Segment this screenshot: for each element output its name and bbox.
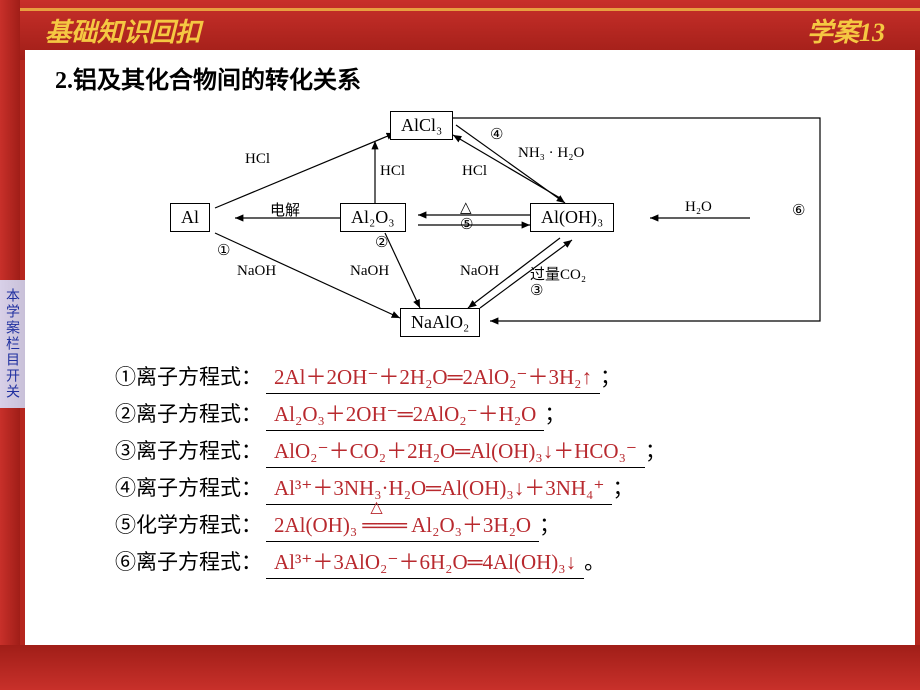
node-naalo2: NaAlO₂ [400, 308, 480, 337]
equation-end: ； [645, 435, 666, 465]
equation-row: ⑥离子方程式：Al³⁺＋3AlO₂⁻＋6H₂O═4Al(OH)₃↓。 [115, 546, 885, 579]
frame-bottom [0, 645, 920, 690]
equation-end: ； [544, 398, 565, 428]
label-hcl-2: HCl [380, 163, 405, 180]
equation-value: Al³⁺＋3NH₃·H₂O═Al(OH)₃↓＋3NH₄⁺ [266, 472, 612, 505]
equation-label: ②离子方程式： [115, 398, 262, 428]
equation-value: Al₂O₃＋2OH⁻═2AlO₂⁻＋H₂O [266, 398, 544, 431]
equation-end: ； [612, 472, 633, 502]
equation-row: ③离子方程式：AlO₂⁻＋CO₂＋2H₂O═Al(OH)₃↓＋HCO₃⁻； [115, 435, 885, 468]
equation-end: ； [600, 361, 621, 391]
label-naoh-1: NaOH [237, 263, 276, 280]
node-aloh3: Al(OH)₃ [530, 203, 614, 232]
node-al: Al [170, 203, 210, 232]
equation-label: ③离子方程式： [115, 435, 262, 465]
node-alcl3: AlCl₃ [390, 111, 453, 140]
conversion-diagram: Al AlCl₃ Al₂O₃ Al(OH)₃ NaAlO₂ HCl HCl HC… [110, 103, 830, 353]
equation-row: ①离子方程式：2Al＋2OH⁻＋2H₂O═2AlO₂⁻＋3H₂↑； [115, 361, 885, 394]
label-n5: ⑤ [460, 215, 473, 234]
label-hcl-1: HCl [245, 151, 270, 168]
label-naoh-2: NaOH [350, 263, 389, 280]
equation-end: 。 [584, 546, 605, 576]
side-tab-toggle[interactable]: 本学案栏目开关 [0, 280, 25, 408]
header-right: 学案13 [807, 12, 885, 49]
header-left: 基础知识回扣 [45, 12, 201, 49]
equation-end: ； [539, 509, 560, 539]
label-naoh-3: NaOH [460, 263, 499, 280]
equation-row: ②离子方程式：Al₂O₃＋2OH⁻═2AlO₂⁻＋H₂O； [115, 398, 885, 431]
label-hcl-3: HCl [462, 163, 487, 180]
equation-row: ⑤化学方程式：2Al(OH)₃ ═══△ Al₂O₃＋3H₂O； [115, 509, 885, 542]
content-area: 2.铝及其化合物间的转化关系 [25, 50, 915, 645]
equation-label: ⑥离子方程式： [115, 546, 262, 576]
label-n6: ⑥ [792, 201, 805, 220]
equation-value: 2Al(OH)₃ ═══△ Al₂O₃＋3H₂O [266, 509, 539, 542]
section-title: 2.铝及其化合物间的转化关系 [55, 60, 885, 95]
equation-label: ④离子方程式： [115, 472, 262, 502]
equation-value: 2Al＋2OH⁻＋2H₂O═2AlO₂⁻＋3H₂↑ [266, 361, 600, 394]
label-nh3h2o: NH₃ · H₂O [518, 145, 584, 162]
node-al2o3: Al₂O₃ [340, 203, 406, 232]
label-n4: ④ [490, 125, 503, 144]
label-n3: ③ [530, 281, 543, 300]
label-dianjie: 电解 [270, 199, 300, 220]
equation-value: AlO₂⁻＋CO₂＋2H₂O═Al(OH)₃↓＋HCO₃⁻ [266, 435, 645, 468]
equation-label: ⑤化学方程式： [115, 509, 262, 539]
label-n1: ① [217, 241, 230, 260]
label-n2: ② [375, 233, 388, 252]
label-h2o: H₂O [685, 199, 712, 216]
equation-value: Al³⁺＋3AlO₂⁻＋6H₂O═4Al(OH)₃↓ [266, 546, 584, 579]
equations-list: ①离子方程式：2Al＋2OH⁻＋2H₂O═2AlO₂⁻＋3H₂↑；②离子方程式：… [55, 361, 885, 579]
equation-label: ①离子方程式： [115, 361, 262, 391]
equation-row: ④离子方程式：Al³⁺＋3NH₃·H₂O═Al(OH)₃↓＋3NH₄⁺； [115, 472, 885, 505]
